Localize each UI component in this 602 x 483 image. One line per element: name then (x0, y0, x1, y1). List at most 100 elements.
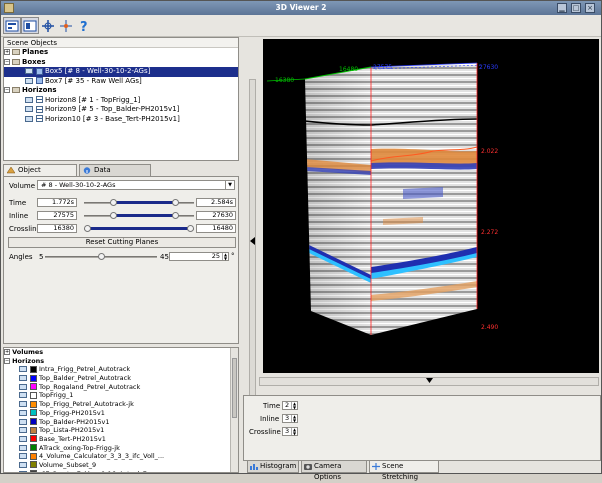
list-item[interactable]: 4_Volume_Calculator_3_3_3_ifc_Voll_... (4, 452, 238, 461)
eye-icon[interactable] (25, 96, 33, 103)
color-swatch[interactable] (30, 418, 37, 425)
panel-icon[interactable] (21, 17, 39, 34)
tree-item-horizon9[interactable]: Horizon9 [# 5 - Top_Balder-PH2015v1] (4, 105, 238, 115)
collapse-icon[interactable]: − (4, 357, 10, 364)
inline-max-field[interactable]: 27630 (196, 211, 236, 220)
spin-arrows-icon[interactable]: ▲ ▼ (291, 414, 297, 423)
close-icon[interactable]: × (585, 3, 595, 13)
list-item[interactable]: ATrack_oxing-Top-Frigg-jk (4, 444, 238, 453)
slider-max-handle[interactable] (187, 225, 195, 232)
eye-icon[interactable] (19, 401, 27, 408)
color-swatch[interactable] (30, 426, 37, 434)
list-item[interactable]: Volume_Subset_9 (4, 461, 238, 470)
collapse-icon[interactable]: − (4, 87, 10, 93)
list-item[interactable]: -67-Create_7_Map_9-16_Actual_7_... (4, 470, 238, 472)
tree-item-box7[interactable]: Box7 [# 35 - Raw Well AGs] (4, 77, 238, 87)
crossline-range-slider[interactable] (83, 224, 195, 233)
tab-camera-options[interactable]: Camera Options (301, 461, 367, 481)
tab-object-properties[interactable]: Object Properties (3, 164, 77, 185)
expand-bottom-button[interactable] (259, 377, 599, 386)
scrollbar-thumb[interactable] (232, 358, 237, 418)
minimize-icon[interactable]: ▁ (557, 3, 567, 13)
spin-arrows-icon[interactable]: ▲ ▼ (291, 401, 297, 410)
slider-min-handle[interactable] (110, 199, 118, 206)
help-icon[interactable]: ? (75, 17, 93, 34)
layout-icon[interactable] (3, 17, 21, 34)
expand-icon[interactable]: + (4, 349, 10, 355)
collapse-left-icon[interactable] (250, 237, 256, 245)
color-swatch[interactable] (30, 374, 37, 382)
color-swatch[interactable] (30, 365, 37, 373)
list-item[interactable]: Top_Frigg_Petrel_Autotrack-jk (4, 400, 238, 409)
eye-icon[interactable] (19, 409, 27, 416)
tab-data-information[interactable]: Data Information (79, 164, 151, 185)
eye-icon[interactable] (19, 435, 27, 442)
stretch-time-spinbox[interactable]: 2 ▲ ▼ (282, 401, 298, 410)
inline-range-slider[interactable] (84, 211, 194, 220)
list-item[interactable]: Top_Balder-PH2015v1 (4, 418, 238, 427)
angles-slider[interactable] (45, 252, 157, 261)
tree-item-horizon8[interactable]: Horizon8 [# 1 - TopFrigg_1] (4, 96, 238, 106)
eye-icon[interactable] (19, 366, 27, 373)
stretch-inline-spinbox[interactable]: 3 ▲ ▼ (282, 414, 298, 423)
eye-icon[interactable] (19, 444, 27, 451)
time-max-field[interactable]: 2.584s (196, 198, 236, 207)
slider-max-handle[interactable] (171, 199, 179, 206)
spin-arrows-icon[interactable]: ▲ ▼ (291, 427, 297, 436)
color-swatch[interactable] (30, 400, 37, 408)
chevron-down-icon[interactable]: ▼ (225, 181, 234, 189)
title-bar[interactable]: 3D Viewer 2 ▁ □ × (1, 1, 601, 15)
list-scrollbar[interactable] (230, 348, 238, 472)
color-swatch[interactable] (30, 409, 37, 417)
eye-icon[interactable] (19, 375, 27, 382)
color-swatch[interactable] (30, 383, 37, 391)
eye-icon[interactable] (19, 470, 27, 472)
tab-histogram[interactable]: Histogram (247, 461, 299, 473)
slider-min-handle[interactable] (83, 225, 91, 232)
tree-item-horizon10[interactable]: Horizon10 [# 3 - Base_Tert-PH2015v1] (4, 115, 238, 125)
list-item[interactable]: Top_Rogaland_Petrel_Autotrack (4, 383, 238, 392)
color-swatch[interactable] (30, 435, 37, 443)
tree-boxes[interactable]: − Boxes (4, 58, 238, 68)
list-item[interactable]: Top_Frigg-PH2015v1 (4, 409, 238, 418)
eye-icon[interactable] (19, 418, 27, 425)
seismic-cube[interactable]: 16480 16380 27575 27630 2.022 2.272 2.49… (263, 39, 599, 373)
spin-arrows-icon[interactable]: ▲ ▼ (222, 252, 228, 261)
list-horizons[interactable]: − Horizons (4, 357, 238, 366)
slider-handle[interactable] (97, 253, 105, 260)
time-range-slider[interactable] (84, 198, 194, 207)
eye-icon[interactable] (19, 383, 27, 390)
collapse-icon[interactable]: − (4, 58, 10, 65)
angles-spinbox[interactable]: 25 ▲ ▼ (169, 252, 229, 261)
color-swatch[interactable] (30, 444, 37, 452)
eye-icon[interactable] (25, 115, 33, 122)
tree-horizons[interactable]: − Horizons (4, 86, 238, 96)
eye-icon[interactable] (19, 392, 27, 399)
tree-item-box5[interactable]: Box5 [# 8 - Well-30-10-2-AGs] (4, 67, 238, 77)
tree-planes[interactable]: + Planes (4, 48, 238, 58)
stretch-crossline-spinbox[interactable]: 3 ▲ ▼ (282, 427, 298, 436)
eye-icon[interactable] (19, 453, 27, 460)
eye-icon[interactable] (25, 77, 33, 84)
color-swatch[interactable] (30, 452, 37, 460)
list-item[interactable]: Top_Lista-PH2015v1 (4, 426, 238, 435)
list-item[interactable]: TopFrigg_1 (4, 391, 238, 400)
slider-max-handle[interactable] (171, 212, 179, 219)
tab-scene-stretching[interactable]: Scene Stretching (369, 461, 439, 481)
slider-min-handle[interactable] (110, 212, 118, 219)
list-item[interactable]: Top_Balder_Petrel_Autotrack (4, 374, 238, 383)
pick-icon[interactable] (57, 17, 75, 34)
list-volumes[interactable]: + Volumes (4, 348, 238, 357)
list-item[interactable]: Intra_Frigg_Petrel_Autotrack (4, 365, 238, 374)
inline-min-field[interactable]: 27575 (37, 211, 77, 220)
list-item[interactable]: Base_Tert-PH2015v1 (4, 435, 238, 444)
crossline-max-field[interactable]: 16480 (196, 224, 236, 233)
color-swatch[interactable] (30, 391, 37, 399)
reset-cutting-planes-button[interactable]: Reset Cutting Planes (8, 237, 236, 248)
3d-viewport[interactable]: 16480 16380 27575 27630 2.022 2.272 2.49… (263, 39, 599, 373)
time-min-field[interactable]: 1.772s (37, 198, 77, 207)
volume-select[interactable]: # 8 - Well-30-10-2-AGs ▼ (37, 180, 235, 190)
eye-icon[interactable] (19, 461, 27, 468)
expand-icon[interactable]: + (4, 49, 10, 55)
crossline-min-field[interactable]: 16380 (37, 224, 77, 233)
